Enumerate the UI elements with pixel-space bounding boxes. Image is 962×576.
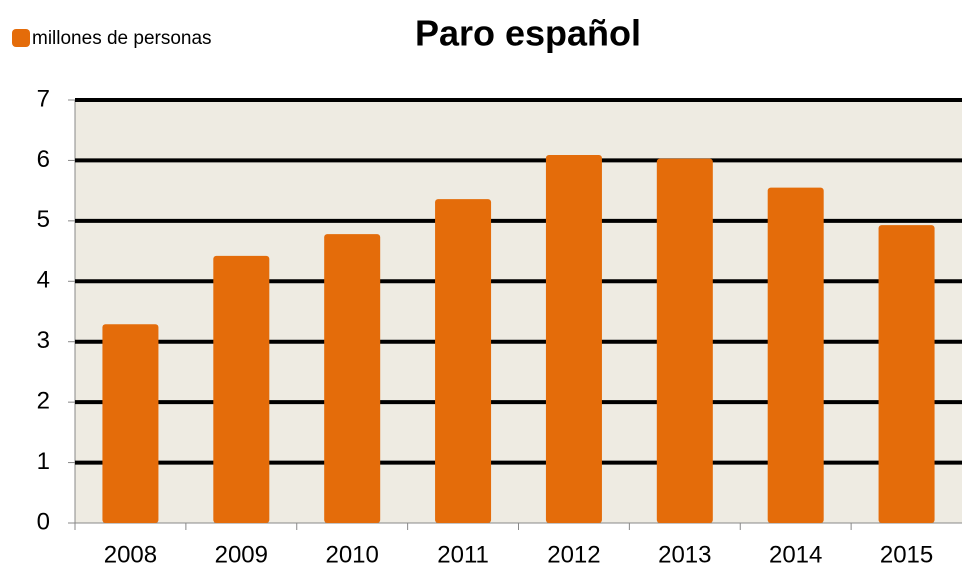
bar — [435, 199, 492, 524]
y-tick-label: 2 — [37, 387, 50, 414]
x-tick-label: 2015 — [880, 541, 933, 568]
y-tick-label: 3 — [37, 327, 50, 354]
bar — [767, 187, 824, 523]
bar — [324, 234, 381, 523]
y-tick-label: 0 — [37, 508, 50, 535]
legend-swatch — [12, 29, 30, 47]
bar — [878, 225, 935, 523]
bar — [545, 154, 602, 524]
x-tick-label: 2013 — [658, 541, 711, 568]
bar — [656, 158, 713, 523]
x-tick-label: 2011 — [437, 541, 489, 568]
x-tick-label: 2014 — [769, 541, 822, 568]
x-tick-label: 2012 — [547, 541, 600, 568]
x-tick-label: 2008 — [104, 541, 157, 568]
y-tick-label: 4 — [37, 267, 50, 294]
y-tick-label: 1 — [37, 448, 50, 475]
bar — [102, 324, 159, 523]
y-tick-label: 5 — [37, 206, 50, 233]
x-tick-label: 2010 — [325, 541, 378, 568]
plot-area — [75, 100, 962, 523]
bar — [213, 255, 270, 524]
chart-title: Paro español — [415, 13, 641, 54]
legend-label: millones de personas — [32, 28, 212, 49]
y-tick-label: 6 — [37, 146, 50, 173]
y-tick-label: 7 — [37, 85, 50, 112]
x-tick-label: 2009 — [215, 541, 268, 568]
